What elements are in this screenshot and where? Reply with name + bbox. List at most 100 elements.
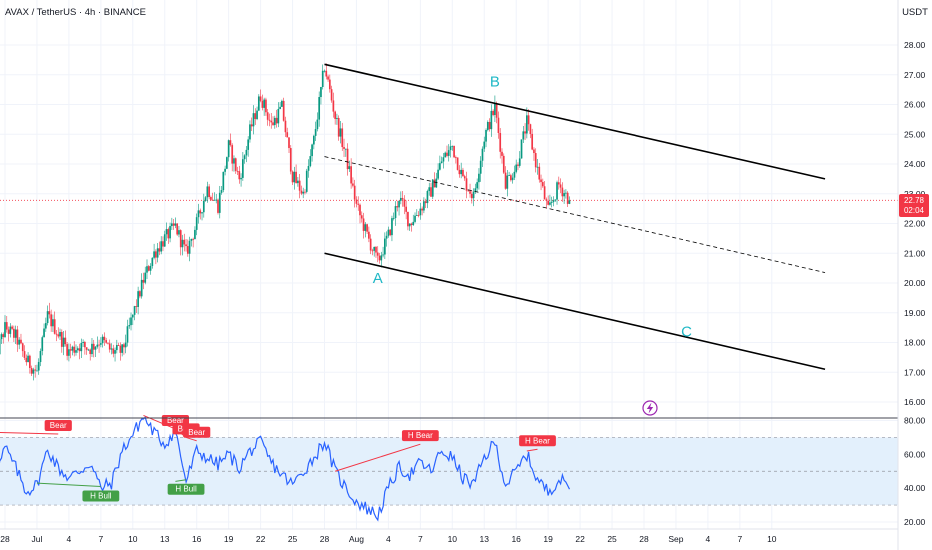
candle-body — [171, 223, 173, 227]
time-tick-label: 10 — [448, 534, 458, 544]
candle-body — [124, 342, 127, 348]
candle-body — [510, 175, 512, 181]
candle-body — [268, 119, 271, 121]
candle-body — [289, 148, 292, 172]
candle-body — [256, 110, 258, 120]
candle-body — [323, 70, 326, 72]
candle-body — [554, 199, 557, 201]
divergence-label: Bear — [167, 416, 184, 425]
candle-body — [394, 206, 397, 219]
divergence-label: Bear — [188, 428, 205, 437]
candle-body — [353, 185, 356, 200]
lightning-icon[interactable] — [642, 400, 658, 416]
wave-label: B — [490, 74, 500, 91]
candle-body — [486, 122, 489, 130]
candle-body — [137, 291, 139, 307]
candle-body — [281, 100, 283, 107]
price-tick-label: 27.00 — [904, 70, 926, 80]
candle-body — [424, 201, 427, 204]
candle-body — [140, 279, 143, 297]
rsi-tick-label: 20.00 — [904, 517, 926, 527]
candle-body — [453, 145, 455, 158]
candle-body — [288, 137, 290, 149]
candle-body — [0, 334, 3, 340]
candle-body — [222, 171, 225, 191]
candle-body — [247, 139, 250, 150]
candle-body — [211, 199, 214, 201]
candle-body — [380, 255, 383, 261]
candle-body — [470, 193, 473, 199]
candle-body — [172, 223, 175, 226]
symbol-title[interactable]: AVAX / TetherUS · 4h · BINANCE — [5, 7, 146, 18]
divergence-line — [175, 479, 187, 482]
candle-body — [169, 226, 171, 239]
price-tick-label: 19.00 — [904, 308, 926, 318]
candle-body — [368, 231, 370, 239]
candle-body — [277, 108, 280, 124]
candle-body — [419, 208, 422, 216]
candle-body — [352, 183, 354, 186]
candle-body — [364, 224, 367, 231]
candle-body — [559, 184, 562, 188]
price-tick-label: 18.00 — [904, 338, 926, 348]
candle-body — [552, 200, 555, 203]
candle-body — [472, 191, 475, 199]
candle-body — [55, 333, 58, 335]
candle-body — [178, 230, 180, 235]
time-tick-label: 19 — [543, 534, 553, 544]
candle-body — [275, 117, 278, 124]
time-tick-label: 4 — [386, 534, 391, 544]
candle-body — [444, 152, 447, 158]
candle-body — [497, 117, 500, 134]
candle-body — [469, 191, 471, 194]
time-tick-label: 4 — [706, 534, 711, 544]
candle-body — [357, 203, 360, 205]
candle-body — [336, 117, 338, 119]
price-tick-label: 26.00 — [904, 100, 926, 110]
candle-body — [291, 171, 294, 183]
candle-body — [343, 147, 345, 149]
last-price-badge: 22.78 02:04 — [899, 194, 929, 217]
time-axis[interactable]: 28 Jul 4 7 10 13 16 19 22 25 28 Aug 4 7 10 13 16 19 22 25 28… — [0, 534, 777, 544]
candle-body — [204, 197, 207, 201]
price-scale[interactable] — [898, 0, 932, 550]
candle-body — [21, 343, 24, 352]
candle-body — [415, 215, 418, 216]
candle-body — [92, 343, 95, 350]
candle-body — [188, 240, 191, 254]
candle-body — [270, 120, 273, 123]
candle-body — [524, 131, 526, 134]
candle-body — [142, 279, 145, 283]
candle-body — [75, 350, 77, 353]
candle-body — [446, 152, 448, 156]
candle-body — [229, 140, 232, 146]
currency-label[interactable]: USDT — [902, 7, 928, 18]
candle-body — [549, 202, 551, 205]
candle-body — [82, 342, 84, 343]
wave-labels: A B C — [373, 74, 692, 341]
candle-body — [359, 204, 361, 216]
candle-body — [160, 241, 163, 252]
time-tick-label: 16 — [192, 534, 202, 544]
candle-body — [479, 160, 482, 174]
candle-body — [520, 139, 523, 159]
candle-body — [408, 223, 411, 227]
candle-body — [183, 239, 186, 245]
candle-body — [66, 344, 68, 356]
candle-body — [5, 322, 8, 330]
candle-body — [257, 96, 260, 111]
divergence-label: H Bear — [408, 431, 433, 440]
candle-body — [272, 122, 274, 126]
candle-body — [133, 306, 136, 315]
candle-body — [437, 169, 439, 179]
candle-body — [465, 178, 468, 191]
candle-body — [557, 182, 560, 185]
candle-body — [414, 215, 416, 222]
candle-body — [279, 106, 281, 109]
candle-body — [60, 332, 63, 347]
candle-body — [304, 191, 306, 193]
time-tick-label: 10 — [128, 534, 138, 544]
candle-body — [355, 199, 358, 204]
candle-body — [499, 133, 502, 152]
candle-body — [534, 153, 537, 168]
